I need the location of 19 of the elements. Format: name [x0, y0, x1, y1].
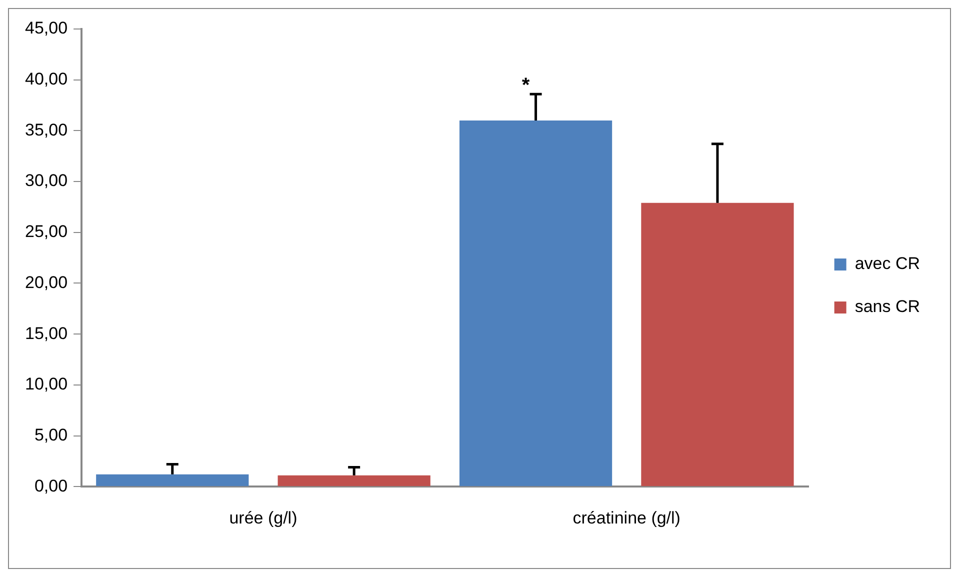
y-tick-label: 5,00 [34, 425, 68, 444]
bar [641, 202, 794, 486]
x-tick-label: urée (g/l) [229, 508, 298, 528]
legend-label: sans CR [854, 297, 920, 316]
y-tick-label: 40,00 [24, 70, 68, 89]
y-tick-label: 25,00 [24, 222, 68, 242]
annotation: * [522, 74, 530, 97]
y-tick-label: 10,00 [24, 374, 68, 394]
y-tick-label: 35,00 [24, 120, 68, 140]
y-tick-label: 20,00 [24, 272, 68, 292]
bar [459, 120, 612, 486]
y-tick-label: 45,00 [24, 18, 68, 38]
y-tick-label: 30,00 [24, 171, 68, 190]
x-tick-label: créatinine (g/l) [572, 508, 680, 528]
y-tick-label: 0,00 [34, 476, 68, 496]
bar [278, 475, 430, 486]
y-tick-label: 15,00 [24, 324, 68, 343]
bar [96, 474, 249, 486]
legend-label: avec CR [854, 254, 920, 274]
